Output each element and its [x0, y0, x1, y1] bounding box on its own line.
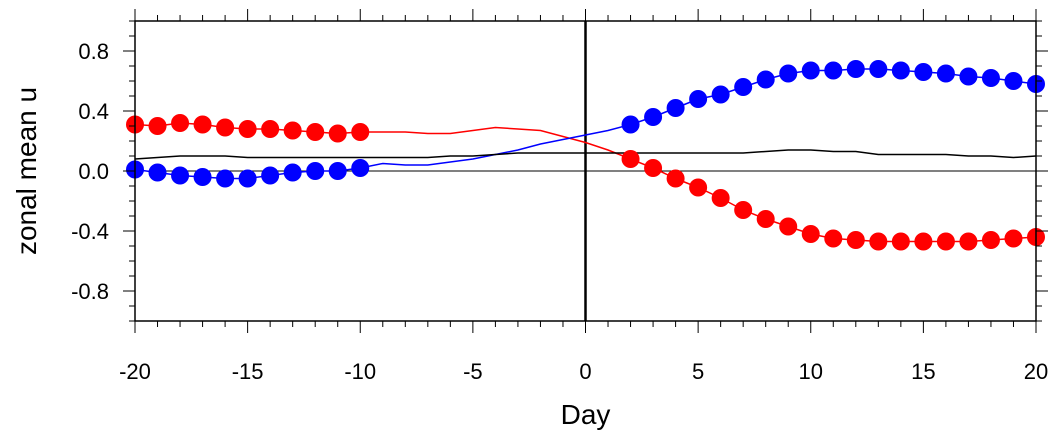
- series-0-point: [621, 150, 640, 168]
- series-0-point: [351, 123, 370, 141]
- series-1-point: [936, 64, 955, 83]
- series-0-point: [959, 232, 978, 251]
- series-1-point: [171, 166, 190, 185]
- series-0-point: [779, 217, 798, 236]
- series-0-point: [328, 124, 347, 143]
- x-tick-label: 10: [799, 359, 823, 384]
- series-1-point: [689, 90, 708, 108]
- series-0-point: [981, 231, 1000, 249]
- series-1-point: [891, 61, 910, 80]
- series-1-point: [824, 61, 843, 80]
- series-1-point: [351, 159, 370, 177]
- series-1-point: [328, 162, 347, 180]
- series-0-point: [711, 189, 730, 207]
- series-0-point: [689, 178, 708, 197]
- series-points: [126, 60, 1045, 251]
- series-0-point: [756, 210, 775, 228]
- x-tick-label: -10: [344, 359, 376, 384]
- x-tick-label: 0: [579, 359, 591, 384]
- series-0-point: [824, 229, 843, 248]
- x-tick-label: -20: [119, 359, 151, 384]
- y-tick-label: 0.4: [78, 99, 109, 124]
- series-1-point: [959, 67, 978, 86]
- y-tick-label: 0.8: [78, 39, 109, 64]
- series-1-point: [846, 60, 865, 78]
- series-1-point: [1004, 72, 1023, 90]
- series-1-point: [283, 163, 302, 182]
- series-0-point: [1004, 229, 1023, 248]
- y-tick-label: -0.8: [71, 279, 109, 304]
- series-0-point: [869, 232, 888, 251]
- y-axis-title: zonal mean u: [11, 87, 42, 255]
- series-1-point: [148, 163, 167, 182]
- series-1-point: [734, 78, 753, 96]
- series-1-point: [666, 99, 685, 117]
- series-0-point: [734, 201, 753, 219]
- y-tick-label: -0.4: [71, 219, 109, 244]
- series-1-point: [869, 60, 888, 78]
- x-tick-label: -5: [463, 359, 483, 384]
- y-tick-labels: 0.8 0.4 0.0 -0.4 -0.8: [71, 39, 109, 304]
- series-0-point: [193, 115, 212, 134]
- series-1-point: [644, 108, 663, 126]
- series-1-point: [193, 168, 212, 186]
- axis-ticks: [123, 9, 1048, 333]
- series-1-point: [621, 115, 640, 134]
- series-0-point: [171, 114, 190, 132]
- series-1-point: [914, 63, 933, 81]
- series-1-point: [238, 169, 257, 188]
- series-0-point: [936, 232, 955, 251]
- y-tick-label: 0.0: [78, 159, 109, 184]
- series-0-point: [216, 118, 235, 137]
- series-1-point: [261, 166, 280, 185]
- series-0-point: [644, 159, 663, 177]
- x-tick-label: 5: [692, 359, 704, 384]
- series-1-point: [306, 162, 325, 180]
- x-axis-title: Day: [561, 399, 611, 430]
- series-line-2: [134, 149, 1037, 160]
- series-1-point: [756, 70, 775, 89]
- series-0-point: [283, 121, 302, 140]
- x-tick-labels: -20 -15 -10 -5 0 5 10 15 20: [119, 359, 1048, 384]
- series-0-point: [238, 120, 257, 138]
- series-0-point: [148, 117, 167, 135]
- x-tick-label: -15: [232, 359, 264, 384]
- series-1-point: [981, 69, 1000, 87]
- series-1-point: [801, 61, 820, 80]
- series-1-point: [779, 64, 798, 83]
- series-0-point: [666, 169, 685, 188]
- series-0-point: [261, 120, 280, 138]
- series-1-point: [216, 169, 235, 188]
- x-tick-label: 20: [1024, 359, 1048, 384]
- series-1-point: [711, 85, 730, 104]
- series-0-point: [306, 123, 325, 141]
- series-0-point: [914, 232, 933, 251]
- series-0-point: [801, 225, 820, 243]
- series-0-point: [846, 231, 865, 249]
- series-0-point: [891, 232, 910, 251]
- x-tick-label: 15: [911, 359, 935, 384]
